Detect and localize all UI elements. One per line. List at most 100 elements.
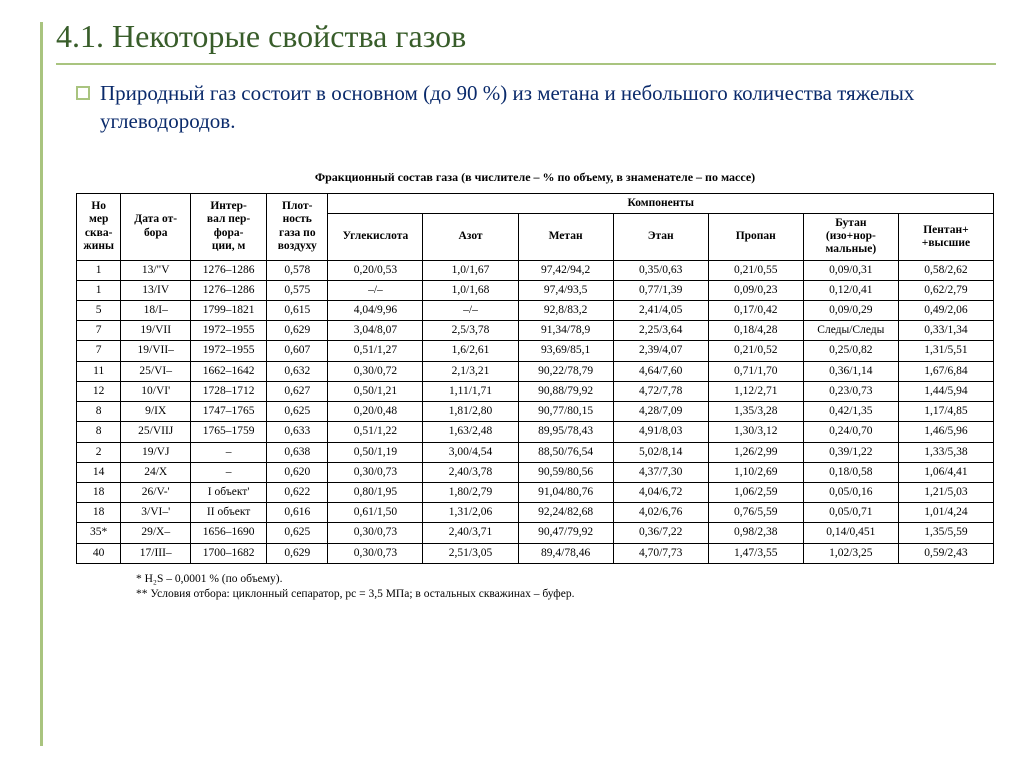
table-cell: –	[191, 442, 267, 462]
table-cell: 0,24/0,70	[803, 422, 898, 442]
square-bullet-icon	[76, 86, 90, 100]
table-cell: 92,8/83,2	[518, 301, 613, 321]
table-cell: 0,629	[267, 543, 328, 563]
gas-composition-table: Номерсква-жины Дата от-бора Интер-вал пе…	[76, 193, 994, 564]
footnote-1: * H₂S – 0,0001 % (по объему).	[136, 572, 994, 588]
table-row: 719/VII1972–19550,6293,04/8,072,5/3,7891…	[77, 321, 994, 341]
table-row: 825/VIIJ1765–17590,6330,51/1,221,63/2,48…	[77, 422, 994, 442]
table-cell: 0,62/2,79	[898, 280, 993, 300]
table-cell: 91,04/80,76	[518, 482, 613, 502]
table-cell: 4,02/6,76	[613, 503, 708, 523]
table-cell: 25/VI–	[121, 361, 191, 381]
table-cell: 0,36/7,22	[613, 523, 708, 543]
table-cell: 1,06/2,59	[708, 482, 803, 502]
table-cell: 0,12/0,41	[803, 280, 898, 300]
table-cell: 1276–1286	[191, 280, 267, 300]
table-cell: 40	[77, 543, 121, 563]
table-cell: 0,51/1,27	[328, 341, 423, 361]
table-cell: 1,31/5,51	[898, 341, 993, 361]
table-cell: 0,61/1,50	[328, 503, 423, 523]
th-density: Плот-ностьгаза повоздуху	[267, 193, 328, 260]
table-cell: 26/V-'	[121, 482, 191, 502]
table-cell: 90,77/80,15	[518, 402, 613, 422]
table-cell: 0,30/0,73	[328, 523, 423, 543]
table-cell: –/–	[423, 301, 518, 321]
th-butane: Бутан(изо+нор-мальные)	[803, 213, 898, 260]
table-cell: 97,4/93,5	[518, 280, 613, 300]
table-cell: 89,95/78,43	[518, 422, 613, 442]
table-cell: 0,05/0,71	[803, 503, 898, 523]
table-cell: 0,20/0,53	[328, 260, 423, 280]
table-cell: 5	[77, 301, 121, 321]
table-cell: 0,33/1,34	[898, 321, 993, 341]
table-cell: 2,5/3,78	[423, 321, 518, 341]
table-cell: 0,18/0,58	[803, 462, 898, 482]
table-cell: 17/III–	[121, 543, 191, 563]
table-cell: 1,0/1,68	[423, 280, 518, 300]
table-cell: 93,69/85,1	[518, 341, 613, 361]
table-cell: 1765–1759	[191, 422, 267, 442]
th-pentane: Пентан++высшие	[898, 213, 993, 260]
bullet-item: Природный газ состоит в основном (до 90 …	[76, 79, 996, 136]
table-cell: 97,42/94,2	[518, 260, 613, 280]
table-row: 1210/VI'1728–17120,6270,50/1,211,11/1,71…	[77, 381, 994, 401]
table-caption: Фракционный состав газа (в числителе – %…	[76, 170, 994, 185]
table-cell: 24/X	[121, 462, 191, 482]
table-cell: 0,71/1,70	[708, 361, 803, 381]
accent-bar	[40, 22, 43, 746]
table-cell: 7	[77, 341, 121, 361]
table-cell: 13/"V	[121, 260, 191, 280]
table-cell: 0,77/1,39	[613, 280, 708, 300]
table-cell: 89,4/78,46	[518, 543, 613, 563]
table-cell: 0,14/0,451	[803, 523, 898, 543]
table-row: 113/"V1276–12860,5780,20/0,531,0/1,6797,…	[77, 260, 994, 280]
table-cell: 9/IX	[121, 402, 191, 422]
table-row: 113/IV1276–12860,575–/–1,0/1,6897,4/93,5…	[77, 280, 994, 300]
table-cell: 0,36/1,14	[803, 361, 898, 381]
table-cell: 25/VIIJ	[121, 422, 191, 442]
table-cell: 0,76/5,59	[708, 503, 803, 523]
table-cell: 0,50/1,21	[328, 381, 423, 401]
table-cell: 0,632	[267, 361, 328, 381]
table-cell: 0,42/1,35	[803, 402, 898, 422]
table-cell: I объект'	[191, 482, 267, 502]
table-cell: 0,09/0,23	[708, 280, 803, 300]
table-row: 518/I–1799–18210,6154,04/9,96–/–92,8/83,…	[77, 301, 994, 321]
table-cell: 1,63/2,48	[423, 422, 518, 442]
table-cell: 4,64/7,60	[613, 361, 708, 381]
table-cell: 29/X–	[121, 523, 191, 543]
table-cell: 0,21/0,52	[708, 341, 803, 361]
th-ethane: Этан	[613, 213, 708, 260]
table-cell: 0,615	[267, 301, 328, 321]
table-cell: 90,88/79,92	[518, 381, 613, 401]
table-cell: 0,09/0,31	[803, 260, 898, 280]
table-cell: 1700–1682	[191, 543, 267, 563]
table-cell: 1,10/2,69	[708, 462, 803, 482]
table-cell: 1728–1712	[191, 381, 267, 401]
table-footnotes: * H₂S – 0,0001 % (по объему). ** Условия…	[136, 572, 994, 603]
table-cell: 0,51/1,22	[328, 422, 423, 442]
table-cell: 4,72/7,78	[613, 381, 708, 401]
table-cell: 4,04/6,72	[613, 482, 708, 502]
table-body: 113/"V1276–12860,5780,20/0,531,0/1,6797,…	[77, 260, 994, 563]
table-cell: 1,46/5,96	[898, 422, 993, 442]
table-cell: 0,622	[267, 482, 328, 502]
th-methane: Метан	[518, 213, 613, 260]
table-cell: 1972–1955	[191, 341, 267, 361]
th-components-group: Компоненты	[328, 193, 994, 213]
table-cell: 14	[77, 462, 121, 482]
table-cell: 2,39/4,07	[613, 341, 708, 361]
table-cell: –/–	[328, 280, 423, 300]
table-cell: 1,67/6,84	[898, 361, 993, 381]
th-co2: Углекислота	[328, 213, 423, 260]
table-cell: 0,23/0,73	[803, 381, 898, 401]
table-cell: 19/VJ	[121, 442, 191, 462]
table-cell: 5,02/8,14	[613, 442, 708, 462]
table-cell: 0,30/0,73	[328, 543, 423, 563]
table-row: 1125/VI–1662–16420,6320,30/0,722,1/3,219…	[77, 361, 994, 381]
table-row: 1826/V-'I объект'0,6220,80/1,951,80/2,79…	[77, 482, 994, 502]
table-cell: 1,81/2,80	[423, 402, 518, 422]
table-cell: 18/I–	[121, 301, 191, 321]
table-cell: 90,47/79,92	[518, 523, 613, 543]
table-cell: 1,02/3,25	[803, 543, 898, 563]
